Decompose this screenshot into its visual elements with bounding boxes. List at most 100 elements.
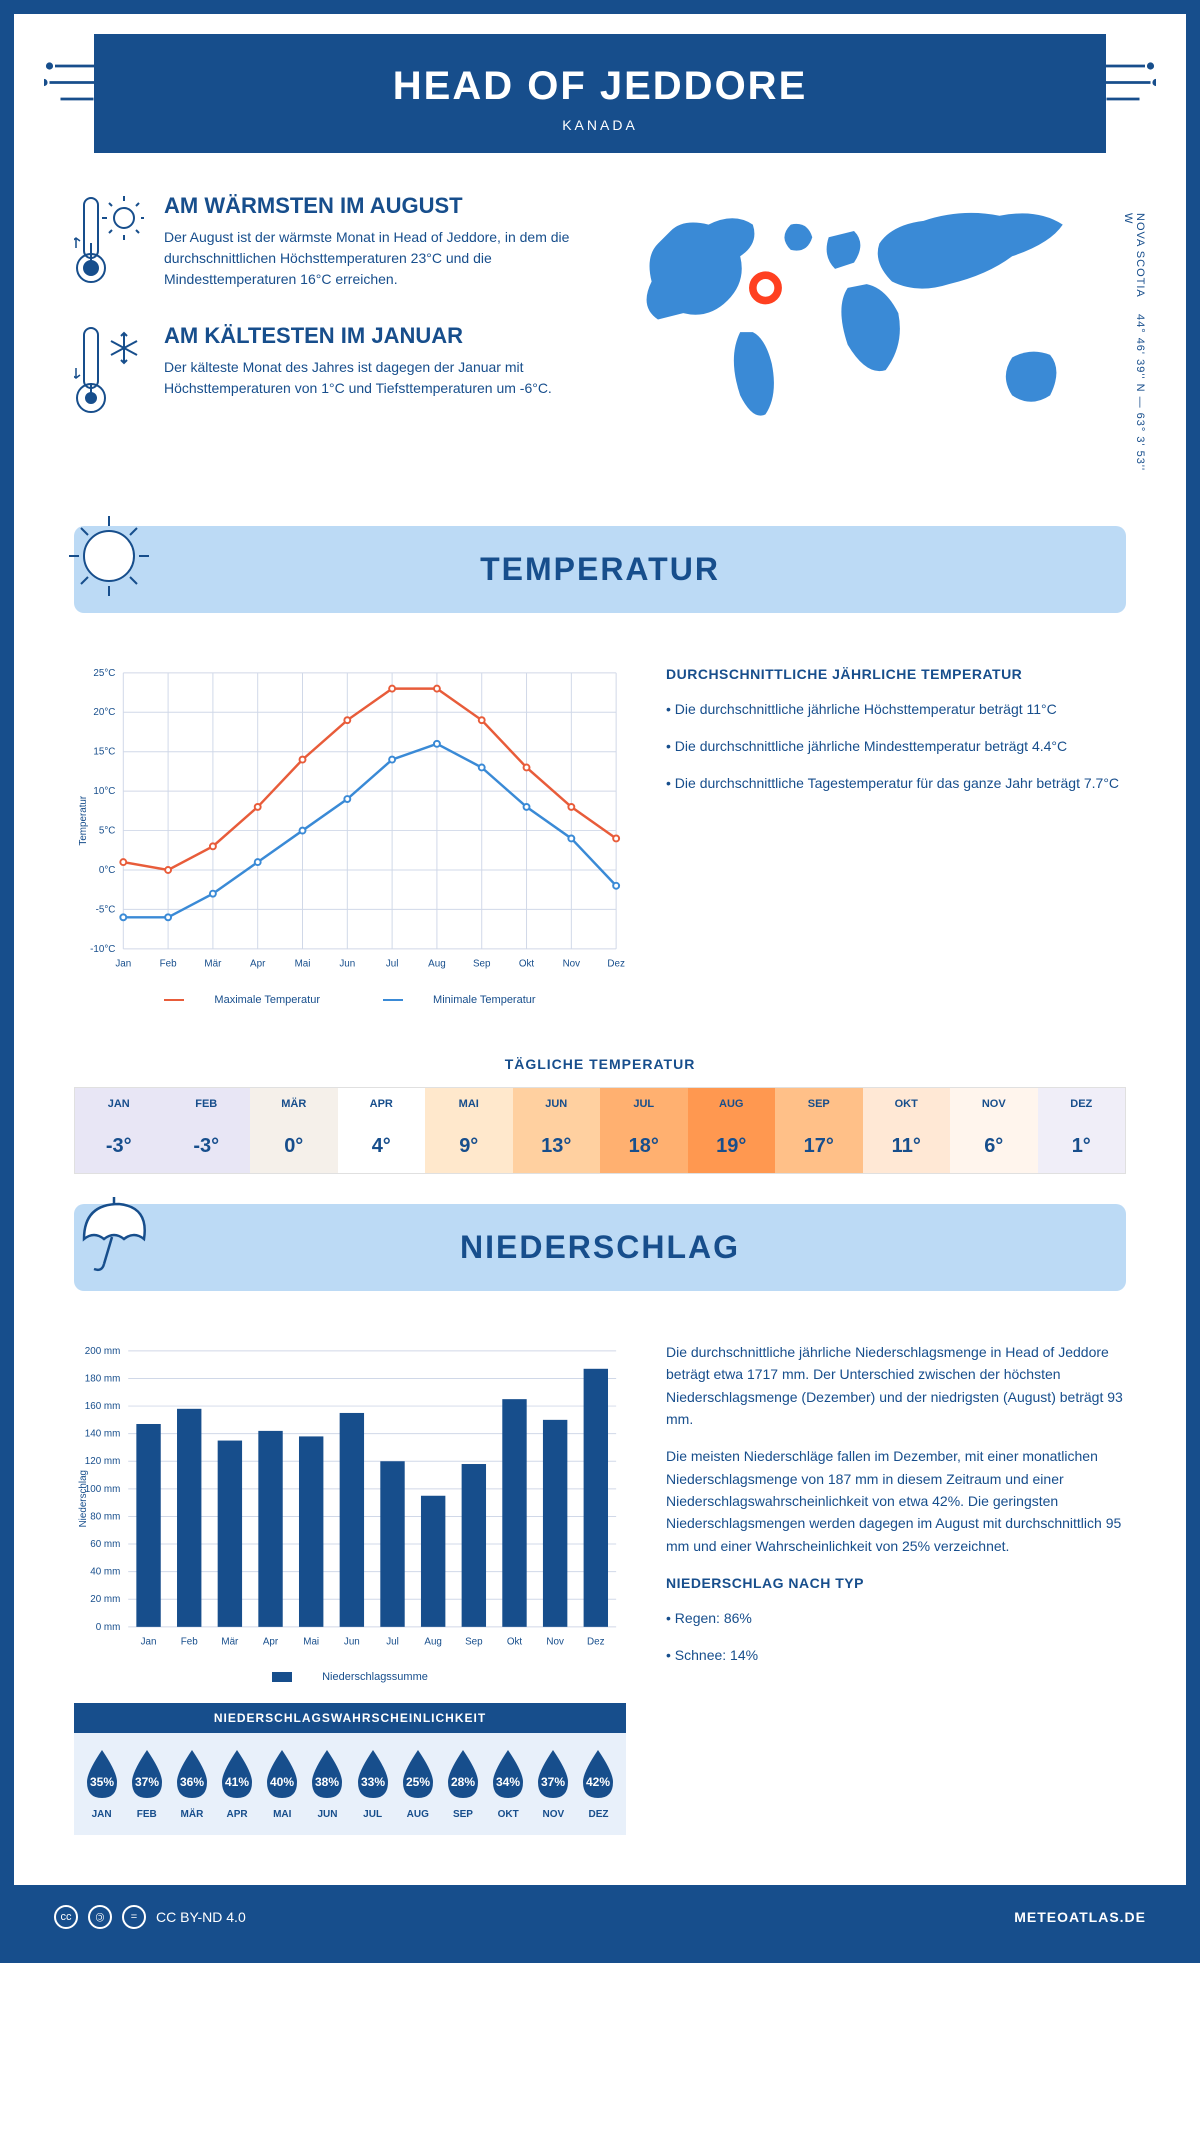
svg-text:41%: 41% (225, 1775, 249, 1789)
svg-text:Sep: Sep (473, 959, 491, 970)
warmest-fact: AM WÄRMSTEN IM AUGUST Der August ist der… (74, 193, 580, 293)
umbrella-icon (64, 1189, 154, 1279)
by-icon: 🄯 (88, 1905, 112, 1929)
prob-drop: 25%AUG (395, 1748, 440, 1820)
svg-text:Mai: Mai (303, 1636, 319, 1647)
fact-text: Der August ist der wärmste Monat in Head… (164, 227, 580, 290)
svg-text:40 mm: 40 mm (90, 1566, 120, 1577)
svg-text:Sep: Sep (465, 1636, 483, 1647)
daily-temp-title: TÄGLICHE TEMPERATUR (14, 1056, 1186, 1072)
svg-text:40%: 40% (270, 1775, 294, 1789)
fact-heading: AM KÄLTESTEN IM JANUAR (164, 323, 580, 349)
svg-text:0 mm: 0 mm (96, 1622, 121, 1633)
svg-text:200 mm: 200 mm (85, 1346, 121, 1357)
coordinates: NOVA SCOTIA 44° 46' 39'' N — 63° 3' 53''… (1122, 213, 1146, 476)
svg-text:Jun: Jun (339, 959, 355, 970)
svg-text:0°C: 0°C (99, 865, 116, 876)
svg-text:160 mm: 160 mm (85, 1401, 121, 1412)
precip-text: Die durchschnittliche jährliche Niedersc… (666, 1341, 1126, 1431)
license-text: CC BY-ND 4.0 (156, 1909, 246, 1925)
svg-text:Jun: Jun (344, 1636, 360, 1647)
svg-text:25%: 25% (406, 1775, 430, 1789)
svg-text:Mär: Mär (204, 959, 222, 970)
svg-text:Temperatur: Temperatur (78, 795, 89, 846)
svg-text:10°C: 10°C (93, 786, 115, 797)
precip-text: Die meisten Niederschläge fallen im Deze… (666, 1445, 1126, 1557)
temp-cell: FEB-3° (163, 1088, 251, 1173)
temp-cell: JUL18° (600, 1088, 688, 1173)
prob-drop: 37%FEB (124, 1748, 169, 1820)
svg-text:37%: 37% (541, 1775, 565, 1789)
prob-title: NIEDERSCHLAGSWAHRSCHEINLICHKEIT (74, 1703, 626, 1733)
svg-text:-5°C: -5°C (96, 905, 116, 916)
svg-text:20 mm: 20 mm (90, 1594, 120, 1605)
svg-text:Niederschlag: Niederschlag (78, 1470, 89, 1527)
svg-text:Feb: Feb (160, 959, 177, 970)
prob-drop: 38%JUN (305, 1748, 350, 1820)
svg-text:Mär: Mär (221, 1636, 239, 1647)
svg-text:Okt: Okt (507, 1636, 523, 1647)
temp-cell: SEP17° (775, 1088, 863, 1173)
svg-text:15°C: 15°C (93, 747, 115, 758)
section-title: TEMPERATUR (74, 551, 1126, 588)
svg-text:36%: 36% (180, 1775, 204, 1789)
svg-text:Mai: Mai (295, 959, 311, 970)
cc-icon: cc (54, 1905, 78, 1929)
page-footer: cc 🄯 = CC BY-ND 4.0 METEOATLAS.DE (14, 1885, 1186, 1949)
prob-drop: 42%DEZ (576, 1748, 621, 1820)
svg-text:180 mm: 180 mm (85, 1373, 121, 1384)
svg-text:Apr: Apr (250, 959, 266, 970)
prob-drop: 37%NOV (531, 1748, 576, 1820)
svg-text:100 mm: 100 mm (85, 1484, 121, 1495)
temp-cell: AUG19° (688, 1088, 776, 1173)
svg-text:Nov: Nov (563, 959, 581, 970)
temp-cell: NOV6° (950, 1088, 1038, 1173)
fact-heading: AM WÄRMSTEN IM AUGUST (164, 193, 580, 219)
fact-text: Der kälteste Monat des Jahres ist dagege… (164, 357, 580, 399)
svg-text:80 mm: 80 mm (90, 1511, 120, 1522)
temp-cell: MÄR0° (250, 1088, 338, 1173)
svg-text:20°C: 20°C (93, 708, 115, 719)
svg-text:Okt: Okt (519, 959, 535, 970)
svg-text:5°C: 5°C (99, 826, 116, 837)
prob-drop: 36%MÄR (169, 1748, 214, 1820)
thermometer-snow-icon (74, 323, 144, 423)
nd-icon: = (122, 1905, 146, 1929)
svg-text:Jan: Jan (115, 959, 131, 970)
temp-cell: APR4° (338, 1088, 426, 1173)
temp-cell: MAI9° (425, 1088, 513, 1173)
svg-text:Jul: Jul (386, 1636, 399, 1647)
sun-icon (64, 511, 154, 601)
prob-drop: 33%JUL (350, 1748, 395, 1820)
temp-cell: OKT11° (863, 1088, 951, 1173)
precip-probability: NIEDERSCHLAGSWAHRSCHEINLICHKEIT 35%JAN37… (74, 1703, 626, 1835)
svg-text:Feb: Feb (181, 1636, 198, 1647)
precip-chart: 0 mm20 mm40 mm60 mm80 mm100 mm120 mm140 … (74, 1341, 626, 1656)
svg-text:Jul: Jul (386, 959, 399, 970)
chart-legend: Niederschlagssumme (74, 1671, 626, 1683)
svg-text:25°C: 25°C (93, 668, 115, 679)
summary-point: • Die durchschnittliche jährliche Mindes… (666, 735, 1126, 757)
coldest-fact: AM KÄLTESTEN IM JANUAR Der kälteste Mona… (74, 323, 580, 423)
precip-banner: NIEDERSCHLAG (74, 1204, 1126, 1291)
by-type-item: • Schnee: 14% (666, 1644, 1126, 1666)
temp-cell: JUN13° (513, 1088, 601, 1173)
prob-drop: 41%APR (215, 1748, 260, 1820)
by-type-item: • Regen: 86% (666, 1607, 1126, 1629)
temperature-banner: TEMPERATUR (74, 526, 1126, 613)
daily-temp-table: JAN-3°FEB-3°MÄR0°APR4°MAI9°JUN13°JUL18°A… (74, 1087, 1126, 1174)
summary-point: • Die durchschnittliche jährliche Höchst… (666, 698, 1126, 720)
location-title: HEAD OF JEDDORE (94, 64, 1106, 109)
svg-text:35%: 35% (90, 1775, 114, 1789)
section-title: NIEDERSCHLAG (74, 1229, 1126, 1266)
svg-text:140 mm: 140 mm (85, 1428, 121, 1439)
svg-text:33%: 33% (361, 1775, 385, 1789)
svg-text:Aug: Aug (428, 959, 446, 970)
svg-text:Dez: Dez (607, 959, 625, 970)
svg-text:60 mm: 60 mm (90, 1539, 120, 1550)
summary-point: • Die durchschnittliche Tagestemperatur … (666, 772, 1126, 794)
temp-cell: DEZ1° (1038, 1088, 1126, 1173)
svg-text:-10°C: -10°C (90, 944, 115, 955)
summary-heading: DURCHSCHNITTLICHE JÄHRLICHE TEMPERATUR (666, 663, 1126, 685)
chart-legend: Maximale Temperatur Minimale Temperatur (74, 994, 626, 1006)
